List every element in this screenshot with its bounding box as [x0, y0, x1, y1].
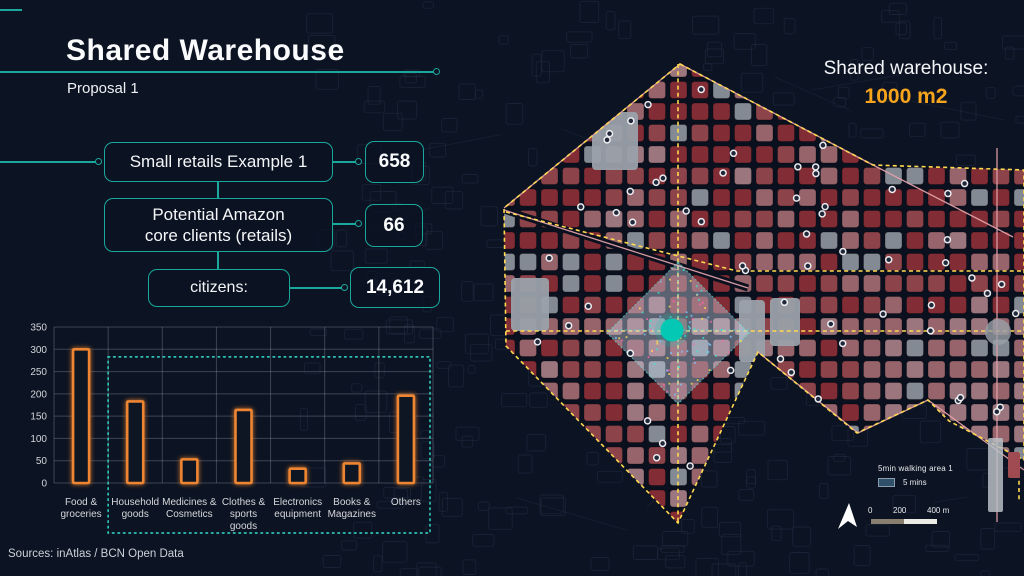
map-scale-bar: 0 200 400 m — [862, 503, 962, 529]
connector-dot — [355, 158, 362, 165]
connector-dot — [95, 158, 102, 165]
svg-text:sports: sports — [230, 509, 257, 520]
warehouse-label: Shared warehouse: — [823, 58, 989, 79]
harbor-blocks — [988, 438, 1020, 512]
svg-text:Cosmetics: Cosmetics — [166, 509, 213, 520]
title-underline — [0, 71, 434, 73]
svg-text:300: 300 — [30, 345, 47, 356]
svg-text:equipment: equipment — [274, 509, 321, 520]
connector-line — [0, 161, 97, 163]
legend-title: 5min walking area 1 — [878, 464, 953, 473]
connector-line — [290, 287, 343, 289]
svg-text:Books &: Books & — [333, 497, 371, 508]
svg-text:goods: goods — [122, 509, 149, 520]
svg-text:groceries: groceries — [61, 509, 102, 520]
stat-value-small-retails: 658 — [365, 141, 424, 183]
north-arrow-icon — [838, 503, 857, 529]
svg-text:Others: Others — [391, 497, 421, 508]
connector-line — [217, 252, 219, 269]
map-legend: 5min walking area 1 5 mins — [878, 464, 953, 487]
svg-text:Electronics: Electronics — [273, 497, 322, 508]
svg-text:100: 100 — [30, 434, 47, 445]
stat-label-amazon-clients: Potential Amazon core clients (retails) — [104, 198, 333, 252]
city-blocks — [504, 64, 1024, 523]
svg-text:goods: goods — [230, 521, 257, 532]
warehouse-callout: Shared warehouse: 1000 m2 — [782, 58, 1024, 109]
stat-label-small-retails: Small retails Example 1 — [104, 142, 333, 182]
svg-text:Food &: Food & — [65, 497, 98, 508]
connector-dot — [355, 220, 362, 227]
svg-text:50: 50 — [36, 456, 48, 467]
sources-note: Sources: inAtlas / BCN Open Data — [8, 548, 184, 560]
svg-text:Household: Household — [111, 497, 159, 508]
svg-text:200: 200 — [30, 389, 47, 400]
stat-label-text: citizens: — [190, 279, 248, 296]
svg-text:150: 150 — [30, 412, 47, 423]
svg-text:Magazines: Magazines — [328, 509, 376, 520]
connector-line — [217, 182, 219, 198]
walking-area-crosshair — [607, 262, 749, 404]
stat-value-citizens: 14,612 — [350, 267, 440, 308]
legend-swatch — [878, 478, 895, 487]
stat-value-amazon-clients: 66 — [365, 204, 423, 247]
stat-label-text: Small retails Example 1 — [129, 152, 308, 172]
warehouse-location-dot — [660, 318, 684, 342]
connector-line — [333, 223, 359, 225]
warehouse-size: 1000 m2 — [864, 85, 948, 108]
scale-segment-dark — [871, 519, 904, 524]
stat-value-text: 66 — [383, 214, 405, 236]
stat-label-text: Potential Amazon core clients (retails) — [144, 204, 293, 245]
svg-text:350: 350 — [30, 323, 47, 334]
page-title: Shared Warehouse — [66, 34, 345, 67]
svg-text:250: 250 — [30, 367, 47, 378]
connector-dot — [341, 284, 348, 291]
corner-accent-line — [0, 9, 22, 11]
stat-value-text: 658 — [378, 151, 411, 173]
stat-label-citizens: citizens: — [148, 269, 290, 307]
bar-chart: 0 50 100 150 200 250 300 350 Food &groceries Hous… — [30, 323, 434, 534]
bars — [71, 347, 416, 485]
scale-tick-400: 400 m — [927, 506, 950, 515]
connector-line — [333, 161, 359, 163]
y-axis-ticks: 0 50 100 150 200 250 300 350 — [30, 323, 47, 490]
svg-text:0: 0 — [41, 479, 47, 490]
legend-item-label: 5 mins — [903, 478, 927, 487]
plaza-circle — [985, 319, 1011, 345]
stat-value-text: 14,612 — [365, 276, 425, 298]
scale-segment-light — [904, 519, 937, 524]
poi-dots — [533, 85, 1020, 470]
svg-text:Medicines &: Medicines & — [162, 497, 217, 508]
title-underline-end-dot — [433, 68, 440, 75]
scale-tick-200: 200 — [893, 506, 907, 515]
svg-text:Clothes &: Clothes & — [222, 497, 266, 508]
page-subtitle: Proposal 1 — [67, 80, 139, 97]
chart-highlight-box — [107, 356, 431, 534]
scale-tick-0: 0 — [868, 506, 873, 515]
